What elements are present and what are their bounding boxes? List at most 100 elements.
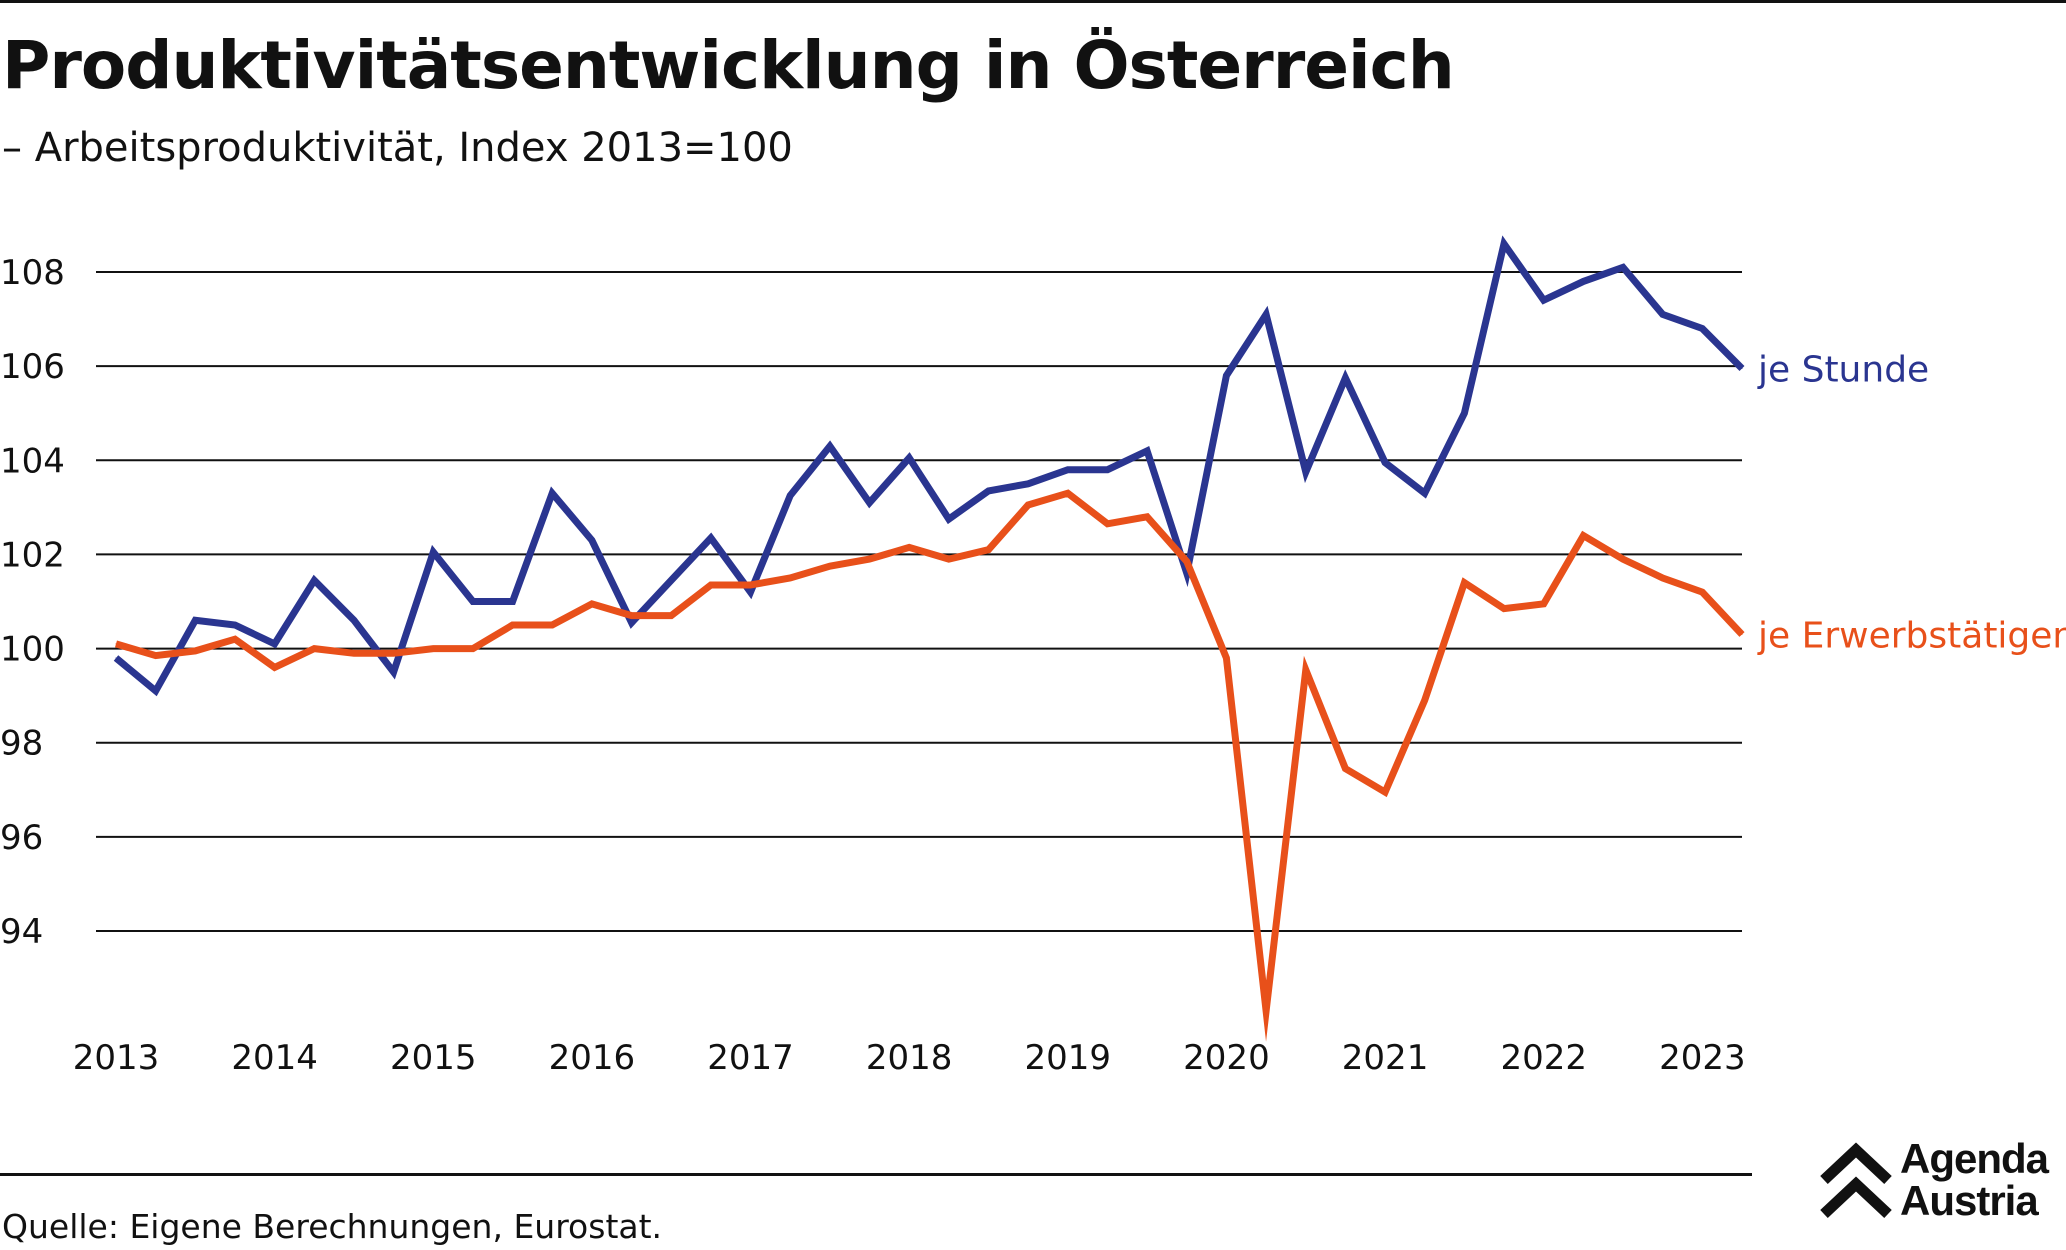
y-tick-label-100: 100 xyxy=(0,630,65,670)
data-point-s1-34 xyxy=(1463,582,1465,584)
data-point-s1-24 xyxy=(1067,492,1069,494)
data-point-s1-19 xyxy=(869,558,870,560)
data-point-s1-39 xyxy=(1662,577,1664,579)
data-point-s0-15 xyxy=(710,537,712,539)
data-point-s0-29 xyxy=(1265,313,1267,315)
series-line-1 xyxy=(115,489,1745,1042)
data-point-s0-16 xyxy=(750,591,751,593)
top-rule xyxy=(0,0,2066,3)
data-point-s0-24 xyxy=(1067,469,1069,471)
data-point-s1-7 xyxy=(393,652,395,654)
y-tick-label-108: 108 xyxy=(0,253,65,293)
data-point-s0-11 xyxy=(551,492,553,494)
x-tick-label-2023: 2023 xyxy=(1659,1038,1746,1078)
data-point-s0-39 xyxy=(1662,313,1664,315)
y-tick-label-94: 94 xyxy=(0,912,43,952)
data-point-s1-28 xyxy=(1225,657,1227,659)
data-point-s0-41 xyxy=(1741,368,1743,369)
series-points xyxy=(115,243,1743,1012)
data-point-s0-6 xyxy=(353,619,355,621)
x-tick-label-2020: 2020 xyxy=(1183,1038,1270,1078)
data-point-s0-38 xyxy=(1622,266,1624,268)
x-tick-label-2015: 2015 xyxy=(390,1038,477,1078)
x-tick-label-2014: 2014 xyxy=(231,1038,318,1078)
series-label-1: je Erwerbstätigen xyxy=(1757,615,2066,656)
y-axis-ticks: 94 96 98 100 102 104 106 108 xyxy=(0,253,65,952)
x-tick-label-2017: 2017 xyxy=(707,1038,794,1078)
data-point-s1-36 xyxy=(1543,603,1545,605)
data-point-s1-8 xyxy=(432,648,434,650)
data-point-s0-12 xyxy=(591,539,593,541)
data-point-s1-14 xyxy=(670,615,672,617)
series-labels: je Stunde je Erwerbstätigen xyxy=(1757,349,2066,656)
data-point-s1-31 xyxy=(1344,768,1346,770)
data-point-s1-12 xyxy=(591,603,593,605)
data-point-s1-37 xyxy=(1582,535,1584,537)
data-point-s1-22 xyxy=(988,549,989,551)
data-point-s1-35 xyxy=(1503,608,1505,610)
data-point-s0-0 xyxy=(115,657,117,659)
data-point-s0-7 xyxy=(393,671,395,673)
data-point-s0-10 xyxy=(512,601,514,602)
data-point-s0-35 xyxy=(1503,243,1505,245)
data-point-s1-4 xyxy=(274,666,276,668)
data-point-s0-20 xyxy=(908,457,910,459)
data-point-s0-3 xyxy=(234,624,236,626)
x-tick-label-2021: 2021 xyxy=(1342,1038,1429,1078)
data-point-s1-33 xyxy=(1424,699,1426,701)
data-point-s0-30 xyxy=(1305,471,1307,473)
data-point-s0-21 xyxy=(948,518,950,520)
x-axis-ticks: 2013 2014 2015 2016 2017 2018 2019 2020 2021 2022… xyxy=(73,1038,1746,1078)
data-point-s0-2 xyxy=(194,619,196,621)
y-tick-label-96: 96 xyxy=(0,818,43,858)
x-tick-label-2022: 2022 xyxy=(1500,1038,1587,1078)
data-point-s1-21 xyxy=(948,558,950,560)
data-point-s0-40 xyxy=(1701,328,1703,329)
data-point-s0-37 xyxy=(1582,280,1584,282)
data-point-s0-5 xyxy=(313,579,315,581)
data-point-s1-40 xyxy=(1701,591,1703,593)
data-point-s0-8 xyxy=(432,551,434,553)
data-point-s0-4 xyxy=(274,643,276,645)
data-point-s0-13 xyxy=(631,622,633,624)
y-tick-label-102: 102 xyxy=(0,535,65,575)
data-point-s1-13 xyxy=(631,615,633,617)
data-point-s1-10 xyxy=(512,624,514,626)
data-point-s0-36 xyxy=(1543,299,1545,301)
logo-line-1: Agenda xyxy=(1900,1135,2049,1182)
x-tick-label-2019: 2019 xyxy=(1025,1038,1112,1078)
x-tick-label-2016: 2016 xyxy=(549,1038,636,1078)
data-point-s0-28 xyxy=(1225,375,1227,377)
data-point-s0-31 xyxy=(1344,377,1346,379)
data-point-s0-19 xyxy=(869,502,870,504)
data-point-s1-26 xyxy=(1146,516,1148,518)
data-point-s1-0 xyxy=(115,643,117,645)
data-point-s0-17 xyxy=(789,495,791,497)
data-point-s0-1 xyxy=(155,690,157,692)
data-point-s0-25 xyxy=(1107,469,1108,471)
series-line-0 xyxy=(113,235,1745,697)
data-point-s1-3 xyxy=(234,638,236,640)
data-point-s1-29 xyxy=(1265,1010,1267,1012)
logo-wordmark: Agenda Austria xyxy=(1900,1135,2049,1224)
data-point-s1-27 xyxy=(1186,561,1188,562)
data-point-s1-25 xyxy=(1107,523,1108,525)
data-point-s1-17 xyxy=(789,577,791,579)
y-tick-label-98: 98 xyxy=(0,724,43,764)
double-chevron-icon xyxy=(1820,1142,1892,1219)
logo-line-2: Austria xyxy=(1900,1177,2039,1224)
data-point-s0-9 xyxy=(472,601,474,602)
data-point-s1-6 xyxy=(353,652,355,654)
data-point-s1-20 xyxy=(908,546,910,548)
data-point-s0-27 xyxy=(1186,572,1188,574)
chart-subtitle: – Arbeitsproduktivität, Index 2013=100 xyxy=(2,125,793,171)
y-tick-label-106: 106 xyxy=(0,347,65,387)
data-point-s0-18 xyxy=(829,445,831,447)
data-point-s1-32 xyxy=(1384,791,1386,793)
series-lines xyxy=(113,235,1745,1042)
data-point-s1-2 xyxy=(194,650,196,652)
data-point-s0-14 xyxy=(670,579,672,581)
data-point-s1-41 xyxy=(1741,634,1743,635)
source-note: Quelle: Eigene Berechnungen, Eurostat. xyxy=(2,1207,663,1246)
